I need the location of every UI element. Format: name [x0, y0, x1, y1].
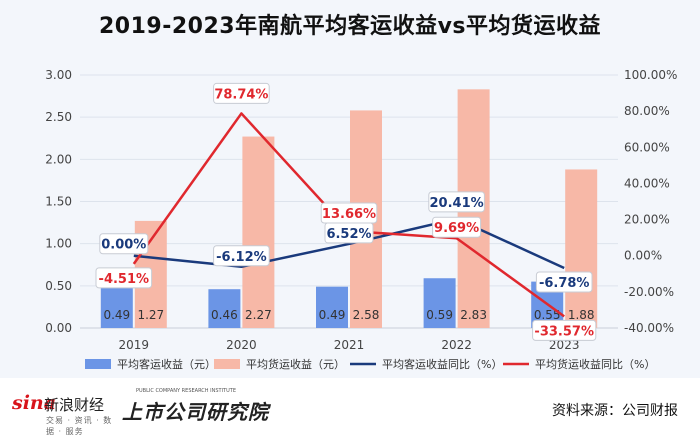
line-passenger-yoy — [133, 217, 565, 270]
sina-logo-word: sina — [12, 392, 57, 414]
bar-value-label: 0.49 — [103, 308, 130, 322]
bar-passenger — [100, 286, 133, 328]
left-axis-tick-label: 3.00 — [45, 68, 72, 82]
legend-label: 平均货运收益（元） — [246, 357, 345, 371]
line-label-box — [95, 267, 153, 289]
footer: sina 新浪财经 交易 · 资讯 · 数据 · 服务 PUBLIC COMPA… — [0, 378, 700, 445]
left-axis-tick-label: 0.50 — [45, 279, 72, 293]
line-data-label: -4.51% — [99, 272, 150, 287]
bar-value-label: 0.49 — [319, 308, 346, 322]
line-data-label: 78.74% — [214, 87, 268, 102]
left-axis-tick-label: 2.50 — [45, 110, 72, 124]
right-axis-tick-label: 0.00% — [624, 249, 662, 263]
right-axis-tick-label: 40.00% — [624, 176, 670, 190]
line-data-label: 6.52% — [326, 227, 371, 242]
bar-passenger — [316, 286, 348, 328]
bar-passenger — [208, 289, 241, 328]
line-data-label: -6.78% — [539, 276, 590, 291]
line-data-label: -33.57% — [534, 324, 594, 339]
bar-value-label: 2.83 — [460, 308, 487, 322]
data-source-note: 资料来源：公司财报 — [552, 403, 678, 419]
institute-name: 上市公司研究院 — [122, 400, 269, 424]
bar-cargo — [565, 169, 598, 328]
left-axis-tick-label: 1.00 — [45, 237, 72, 251]
x-axis-tick-label: 2020 — [226, 338, 257, 352]
x-axis-tick-label: 2023 — [549, 338, 580, 352]
legend-label: 平均客运收益（元） — [117, 357, 216, 371]
bar-value-label: 1.88 — [568, 308, 595, 322]
bar-value-label: 0.55 — [534, 308, 561, 322]
line-label-box — [535, 271, 593, 293]
institute-english-name: PUBLIC COMPANY RESEARCH INSTITUTE — [136, 388, 236, 394]
right-axis-tick-label: -20.00% — [624, 285, 674, 299]
right-axis-tick-label: 60.00% — [624, 140, 670, 154]
right-axis-tick-label: 80.00% — [624, 104, 670, 118]
chart-title: 2019-2023年南航平均客运收益vs平均货运收益 — [98, 14, 602, 39]
legend-label: 平均客运收益同比（%） — [382, 357, 502, 371]
line-label-box — [428, 191, 485, 213]
line-label-box — [99, 233, 149, 255]
sina-logo-text: 新浪财经 — [44, 396, 105, 414]
line-data-label: -6.12% — [216, 250, 267, 265]
combo-chart: 0.00 0.50 1.00 1.50 2.00 2.50 3.00 -40.00% -20.0… — [45, 68, 677, 371]
line-label-box — [432, 216, 482, 238]
sina-logo-tagline: 交易 · 资讯 · 数据 · 服务 — [46, 416, 113, 436]
legend-swatch — [85, 359, 111, 369]
bar-value-label: 1.27 — [137, 308, 164, 322]
right-axis-tick-label: 20.00% — [624, 213, 670, 227]
bar-value-label: 2.58 — [353, 308, 380, 322]
bar-value-label: 0.59 — [426, 308, 453, 322]
bar-value-label: 2.27 — [245, 308, 272, 322]
x-axis-tick-label: 2021 — [334, 338, 365, 352]
bar-passenger — [423, 278, 456, 328]
left-axis-tick-label: 2.00 — [45, 152, 72, 166]
research-institute-logo: PUBLIC COMPANY RESEARCH INSTITUTE 上市公司研究… — [122, 388, 268, 428]
line-label-box — [320, 202, 378, 224]
legend-label: 平均货运收益同比（%） — [535, 357, 655, 371]
right-axis-tick-label: -40.00% — [624, 321, 674, 335]
bar-value-label: 0.46 — [211, 308, 238, 322]
left-axis-tick-label: 0.00 — [45, 321, 72, 335]
line-label-box — [213, 82, 270, 104]
right-axis-tick-label: 100.00% — [624, 68, 677, 82]
legend-swatch — [214, 359, 240, 369]
line-data-label: 13.66% — [322, 207, 376, 222]
x-axis-tick-label: 2019 — [119, 338, 150, 352]
left-axis-tick-label: 1.50 — [45, 195, 72, 209]
sina-finance-logo: sina 新浪财经 交易 · 资讯 · 数据 · 服务 — [8, 390, 113, 436]
line-data-label: 9.69% — [434, 221, 479, 236]
line-data-label: 0.00% — [101, 238, 146, 253]
line-data-label: 20.41% — [430, 196, 484, 211]
bar-cargo — [242, 136, 275, 328]
x-axis-tick-label: 2022 — [441, 338, 472, 352]
line-label-box — [213, 245, 270, 267]
line-label-box — [532, 319, 597, 341]
